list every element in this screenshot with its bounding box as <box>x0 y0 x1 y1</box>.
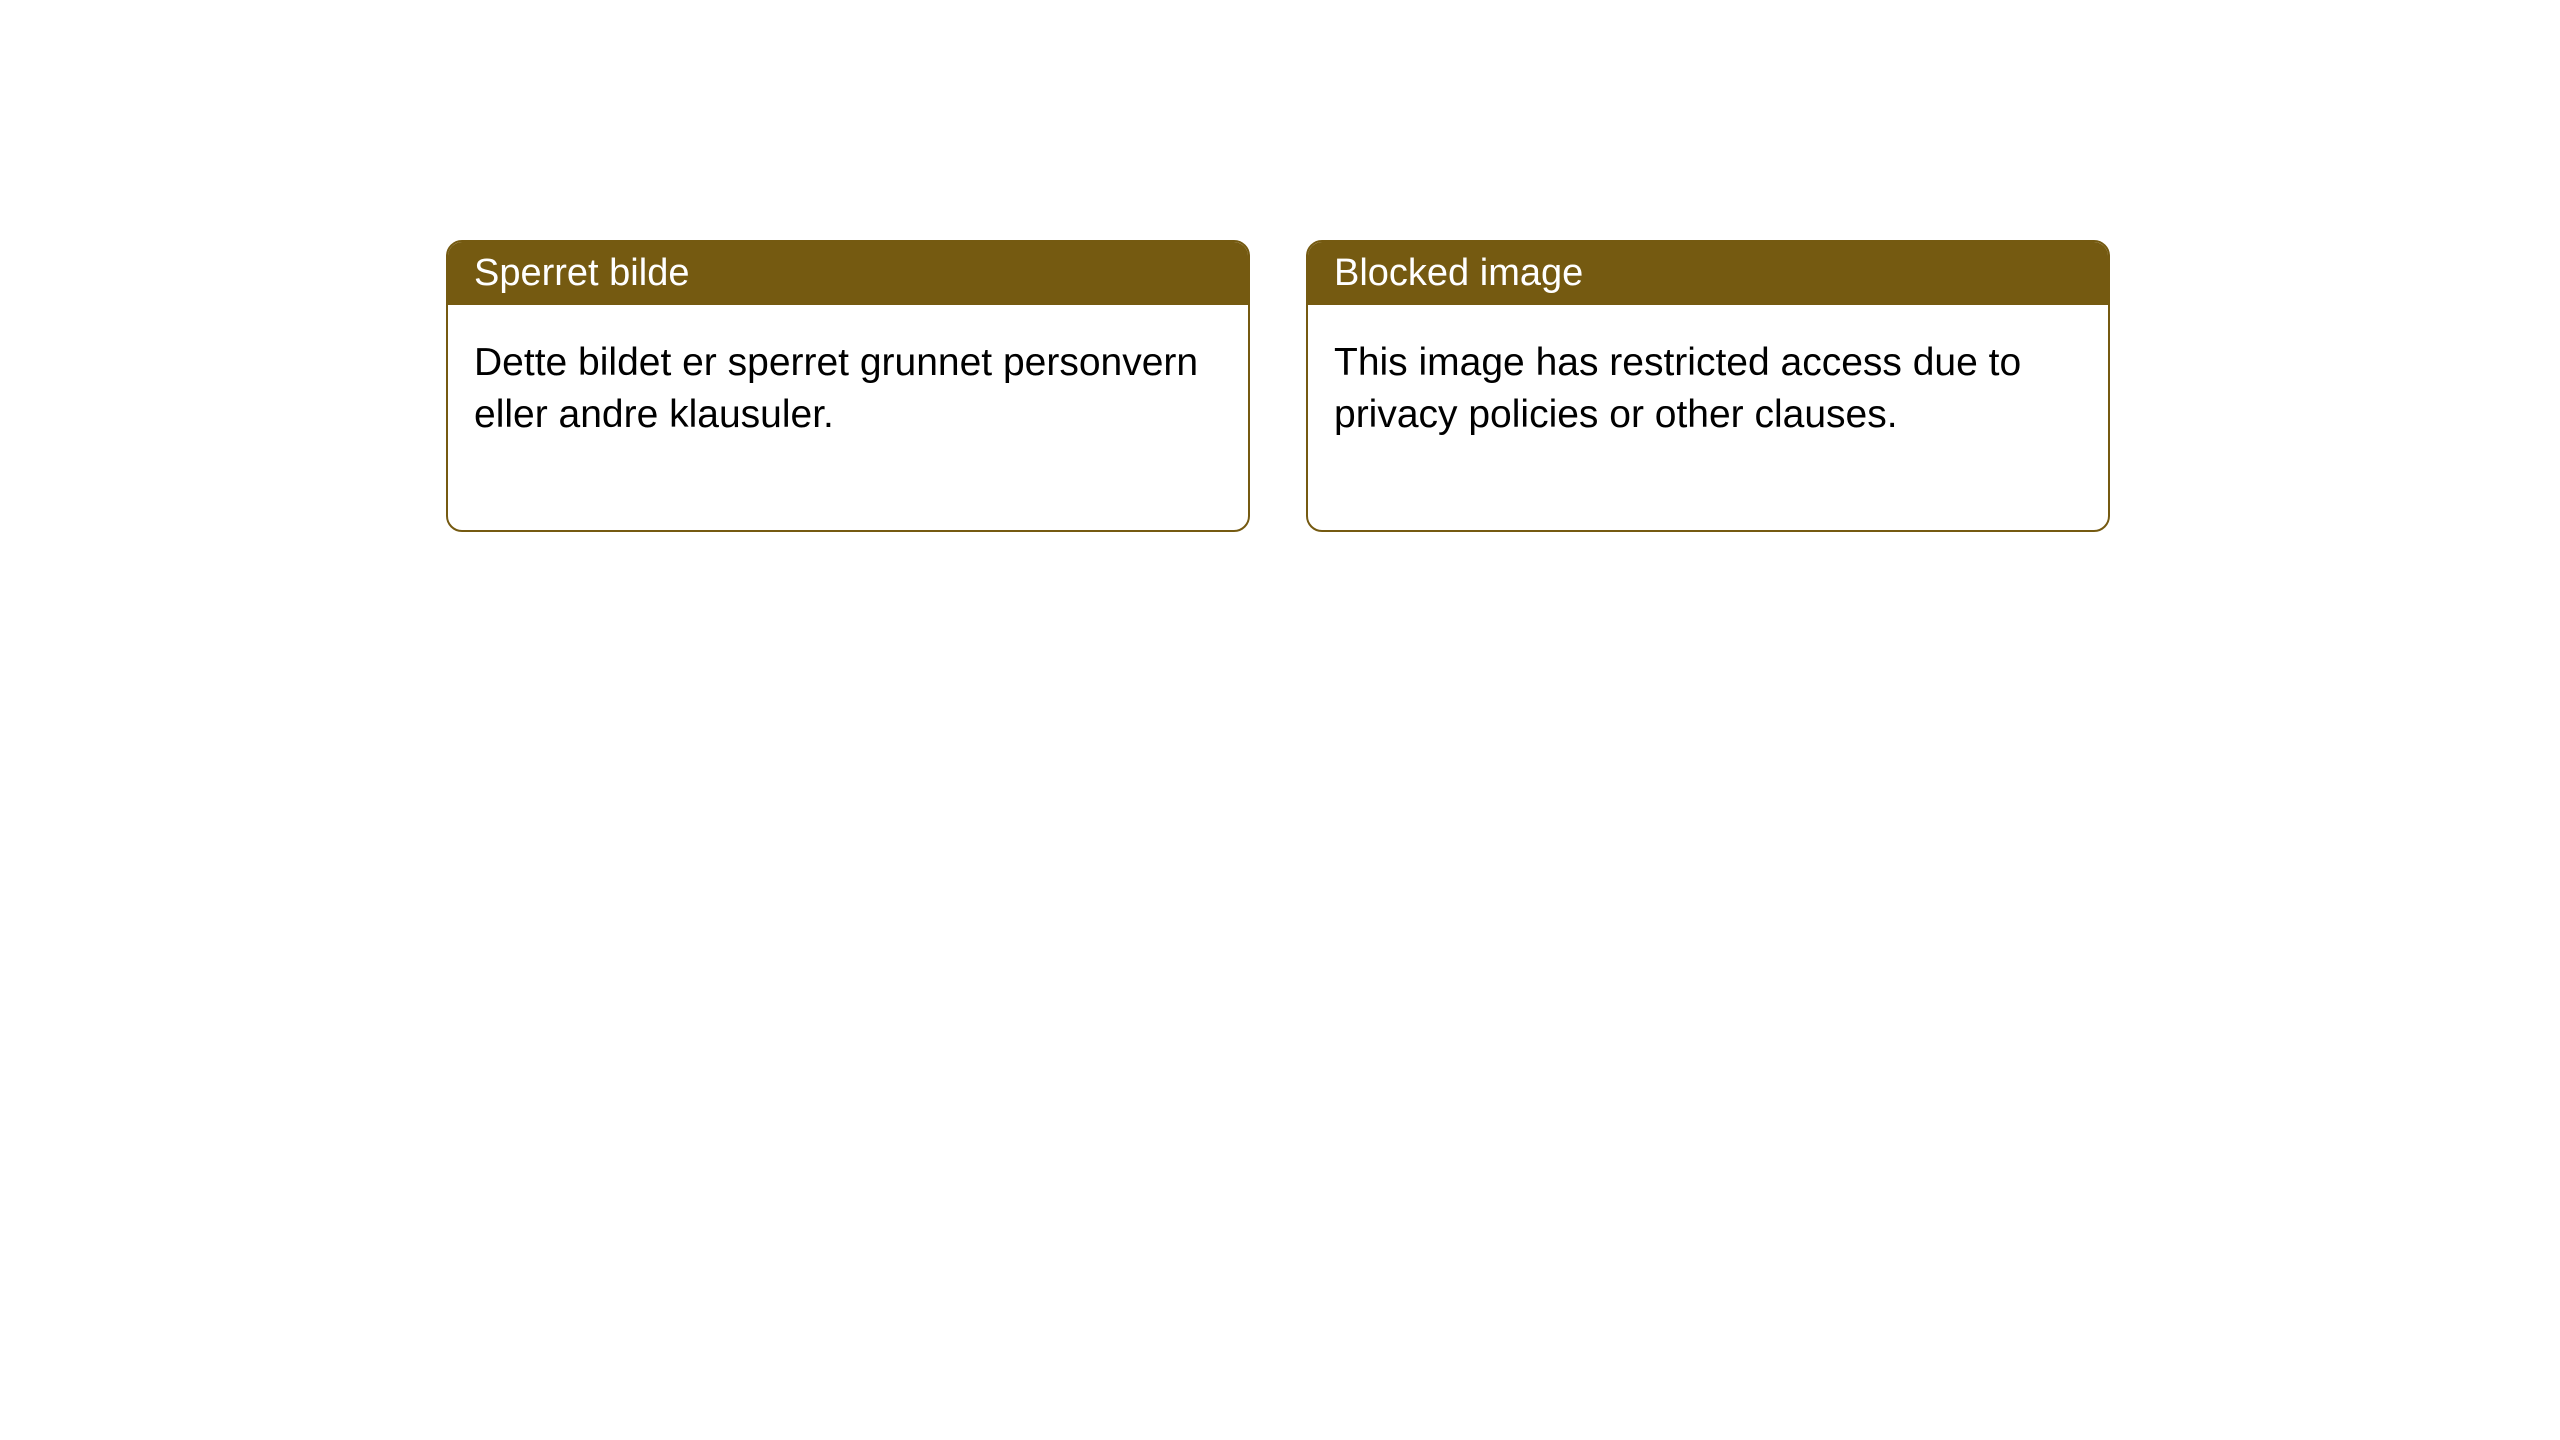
notice-header: Blocked image <box>1308 242 2108 305</box>
notice-body: Dette bildet er sperret grunnet personve… <box>448 305 1248 530</box>
notice-container: Sperret bilde Dette bildet er sperret gr… <box>0 0 2560 532</box>
notice-card-norwegian: Sperret bilde Dette bildet er sperret gr… <box>446 240 1250 532</box>
notice-header: Sperret bilde <box>448 242 1248 305</box>
notice-body: This image has restricted access due to … <box>1308 305 2108 530</box>
notice-card-english: Blocked image This image has restricted … <box>1306 240 2110 532</box>
